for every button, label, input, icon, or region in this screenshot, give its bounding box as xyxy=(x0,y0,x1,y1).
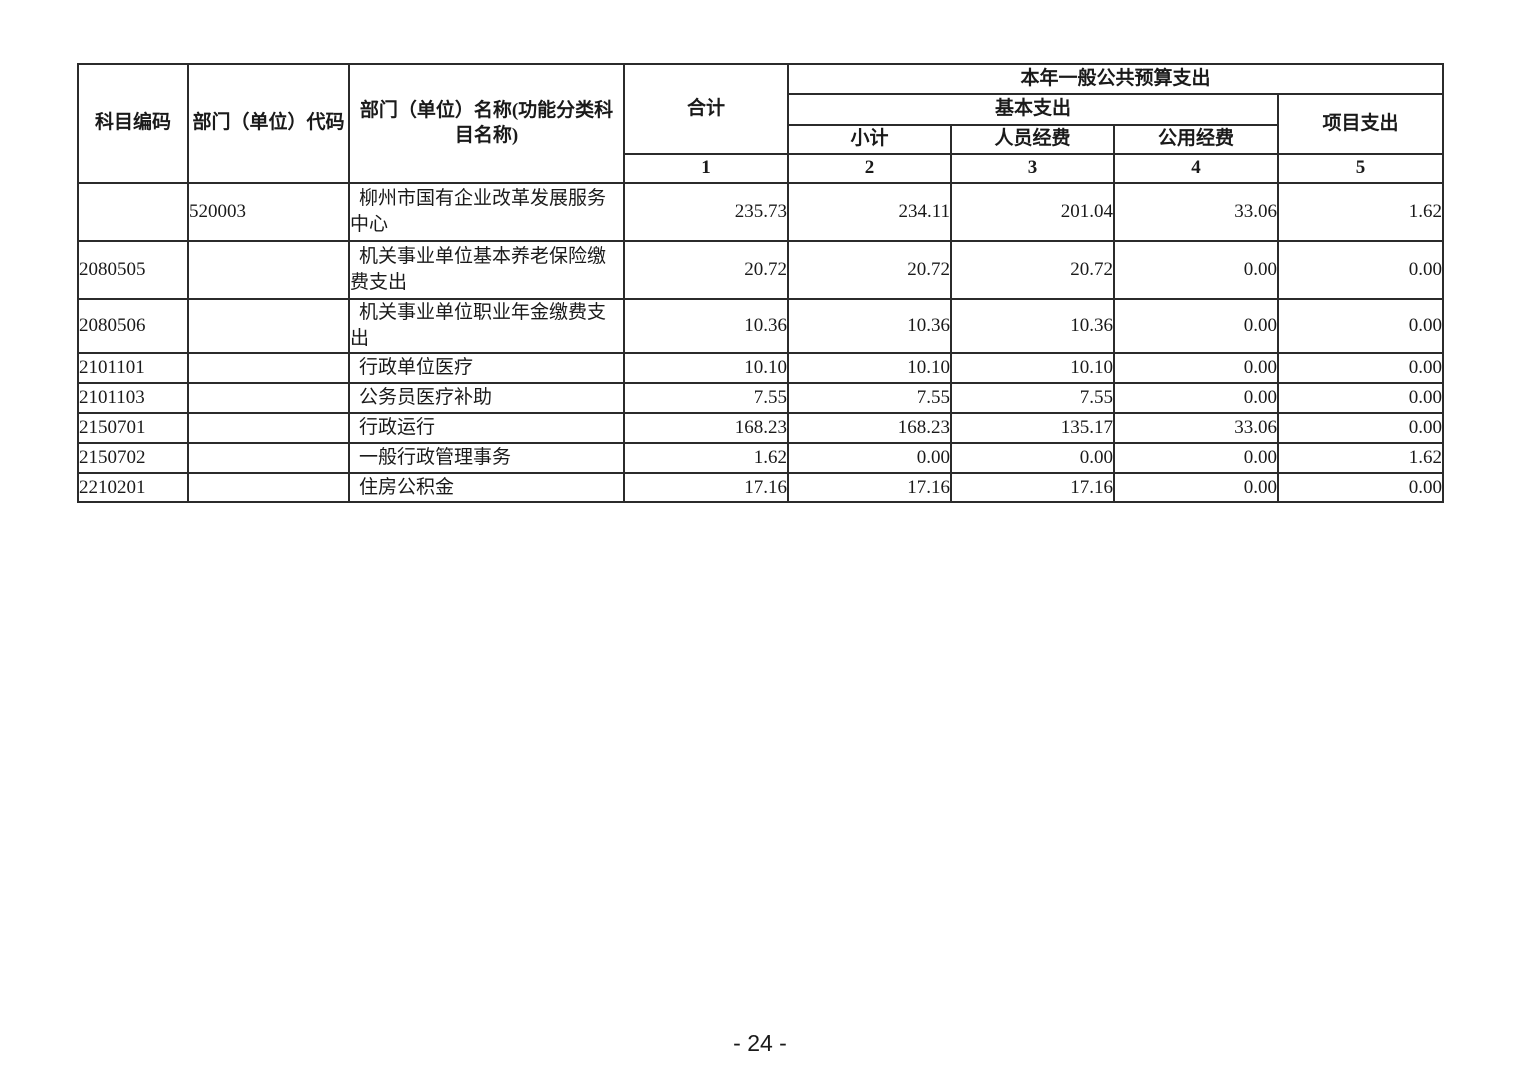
table-row: 2101103 公务员医疗补助 7.55 7.55 7.55 0.00 0.00 xyxy=(77,382,1445,414)
cell-total: 10.10 xyxy=(623,352,789,384)
cell-public: 0.00 xyxy=(1113,298,1279,354)
header-col-num-3: 3 xyxy=(950,153,1115,184)
cell-personnel: 20.72 xyxy=(950,240,1115,300)
table-row: 520003 柳州市国有企业改革发展服务中心 235.73 234.11 201… xyxy=(77,182,1445,242)
cell-subtotal: 20.72 xyxy=(787,240,952,300)
cell-total: 168.23 xyxy=(623,412,789,444)
cell-public: 0.00 xyxy=(1113,472,1279,503)
cell-subject-code: 2080506 xyxy=(77,298,189,354)
cell-subtotal: 10.10 xyxy=(787,352,952,384)
cell-subject-code: 2080505 xyxy=(77,240,189,300)
cell-public: 0.00 xyxy=(1113,382,1279,414)
cell-subtotal: 234.11 xyxy=(787,182,952,242)
cell-dept-code xyxy=(187,442,350,474)
cell-personnel: 17.16 xyxy=(950,472,1115,503)
header-row-4: 1 2 3 4 5 xyxy=(78,153,1445,184)
table-row: 2150701 行政运行 168.23 168.23 135.17 33.06 … xyxy=(77,412,1445,444)
cell-personnel: 10.36 xyxy=(950,298,1115,354)
header-row-2: 基本支出 项目支出 xyxy=(78,93,1445,155)
cell-project: 0.00 xyxy=(1276,412,1445,444)
header-col-num-1: 1 xyxy=(623,153,789,184)
header-col-num-5: 5 xyxy=(1276,153,1445,184)
cell-project: 0.00 xyxy=(1276,240,1445,300)
cell-total: 7.55 xyxy=(623,382,789,414)
cell-personnel: 10.10 xyxy=(950,352,1115,384)
header-personnel-funds: 人员经费 xyxy=(950,124,1115,155)
header-project-expenditure: 项目支出 xyxy=(1276,93,1445,155)
header-dept-name: 部门（单位）名称(功能分类科目名称) xyxy=(348,63,625,184)
cell-public: 0.00 xyxy=(1113,240,1279,300)
cell-project: 0.00 xyxy=(1276,382,1445,414)
table-row: 2080505 机关事业单位基本养老保险缴费支出 20.72 20.72 20.… xyxy=(77,240,1445,300)
cell-subject-code xyxy=(77,182,189,242)
cell-name: 住房公积金 xyxy=(348,472,625,503)
cell-project: 1.62 xyxy=(1276,442,1445,474)
cell-subject-code: 2101103 xyxy=(77,382,189,414)
cell-project: 0.00 xyxy=(1276,352,1445,384)
cell-dept-code xyxy=(187,472,350,503)
cell-name: 柳州市国有企业改革发展服务中心 xyxy=(348,182,625,242)
cell-dept-code: 520003 xyxy=(187,182,350,242)
cell-total: 10.36 xyxy=(623,298,789,354)
page-number: - 24 - xyxy=(733,1030,787,1056)
cell-personnel: 0.00 xyxy=(950,442,1115,474)
cell-name: 机关事业单位基本养老保险缴费支出 xyxy=(348,240,625,300)
budget-expenditure-table: 科目编码 部门（单位）代码 部门（单位）名称(功能分类科目名称) 合计 本年一般… xyxy=(77,63,1445,503)
cell-total: 17.16 xyxy=(623,472,789,503)
cell-name: 一般行政管理事务 xyxy=(348,442,625,474)
table-row: 2210201 住房公积金 17.16 17.16 17.16 0.00 0.0… xyxy=(77,472,1445,503)
cell-subtotal: 10.36 xyxy=(787,298,952,354)
cell-name: 行政运行 xyxy=(348,412,625,444)
header-total: 合计 xyxy=(623,63,789,155)
cell-subject-code: 2150701 xyxy=(77,412,189,444)
header-subtotal: 小计 xyxy=(787,124,952,155)
cell-public: 33.06 xyxy=(1113,412,1279,444)
cell-subtotal: 17.16 xyxy=(787,472,952,503)
cell-personnel: 7.55 xyxy=(950,382,1115,414)
cell-personnel: 201.04 xyxy=(950,182,1115,242)
header-basic-expenditure: 基本支出 xyxy=(787,93,1279,126)
cell-total: 20.72 xyxy=(623,240,789,300)
cell-dept-code xyxy=(187,382,350,414)
cell-public: 33.06 xyxy=(1113,182,1279,242)
cell-project: 1.62 xyxy=(1276,182,1445,242)
header-col-num-4: 4 xyxy=(1113,153,1279,184)
cell-name: 公务员医疗补助 xyxy=(348,382,625,414)
cell-public: 0.00 xyxy=(1113,442,1279,474)
cell-total: 235.73 xyxy=(623,182,789,242)
cell-dept-code xyxy=(187,352,350,384)
cell-subtotal: 0.00 xyxy=(787,442,952,474)
cell-subject-code: 2210201 xyxy=(77,472,189,503)
cell-subject-code: 2150702 xyxy=(77,442,189,474)
table-row: 2080506 机关事业单位职业年金缴费支出 10.36 10.36 10.36… xyxy=(77,298,1445,354)
header-public-funds: 公用经费 xyxy=(1113,124,1279,155)
cell-name: 机关事业单位职业年金缴费支出 xyxy=(348,298,625,354)
table-row: 2150702 一般行政管理事务 1.62 0.00 0.00 0.00 1.6… xyxy=(77,442,1445,474)
header-row-1: 科目编码 部门（单位）代码 部门（单位）名称(功能分类科目名称) 合计 本年一般… xyxy=(77,63,1445,184)
cell-subtotal: 7.55 xyxy=(787,382,952,414)
header-row-3: 小计 人员经费 公用经费 xyxy=(78,124,1443,155)
header-current-year-expenditure: 本年一般公共预算支出 xyxy=(786,63,1445,95)
cell-public: 0.00 xyxy=(1113,352,1279,384)
cell-subject-code: 2101101 xyxy=(77,352,189,384)
cell-project: 0.00 xyxy=(1276,298,1445,354)
cell-name: 行政单位医疗 xyxy=(348,352,625,384)
cell-total: 1.62 xyxy=(623,442,789,474)
cell-dept-code xyxy=(187,240,350,300)
table-row: 2101101 行政单位医疗 10.10 10.10 10.10 0.00 0.… xyxy=(77,352,1445,384)
header-subject-code: 科目编码 xyxy=(77,63,189,184)
cell-subtotal: 168.23 xyxy=(787,412,952,444)
cell-dept-code xyxy=(187,298,350,354)
cell-dept-code xyxy=(187,412,350,444)
header-col-num-2: 2 xyxy=(787,153,952,184)
cell-project: 0.00 xyxy=(1276,472,1445,503)
header-dept-code: 部门（单位）代码 xyxy=(187,63,350,184)
cell-personnel: 135.17 xyxy=(950,412,1115,444)
